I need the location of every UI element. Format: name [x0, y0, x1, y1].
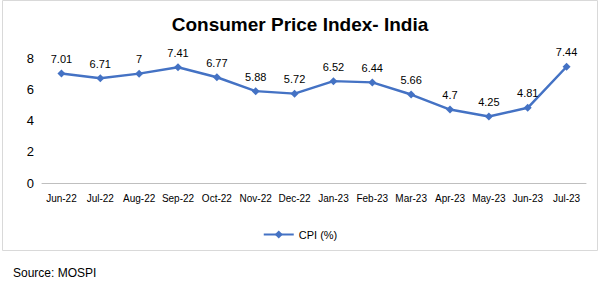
svg-text:Source: MOSPI: Source: MOSPI [13, 266, 96, 280]
svg-text:7.44: 7.44 [556, 46, 577, 58]
svg-text:6.77: 6.77 [206, 57, 227, 69]
svg-text:Dec-22: Dec-22 [278, 193, 311, 204]
svg-text:4: 4 [27, 113, 34, 128]
svg-text:May-23: May-23 [472, 193, 506, 204]
svg-text:Aug-22: Aug-22 [123, 193, 156, 204]
svg-text:Mar-23: Mar-23 [395, 193, 427, 204]
svg-text:7.01: 7.01 [51, 53, 72, 65]
svg-text:6.71: 6.71 [90, 58, 111, 70]
svg-text:8: 8 [27, 51, 34, 66]
svg-text:CPI (%): CPI (%) [299, 229, 338, 241]
svg-text:2: 2 [27, 144, 34, 159]
svg-text:4.7: 4.7 [442, 89, 457, 101]
svg-text:Jul-22: Jul-22 [87, 193, 115, 204]
svg-text:Consumer Price Index- India: Consumer Price Index- India [172, 14, 429, 35]
svg-text:6.52: 6.52 [323, 61, 344, 73]
svg-text:Jun-23: Jun-23 [512, 193, 543, 204]
svg-text:5.72: 5.72 [284, 73, 305, 85]
svg-text:4.81: 4.81 [517, 87, 538, 99]
svg-text:Jun-22: Jun-22 [46, 193, 77, 204]
svg-text:Jan-23: Jan-23 [318, 193, 349, 204]
svg-text:Oct-22: Oct-22 [202, 193, 232, 204]
svg-text:Apr-23: Apr-23 [435, 193, 465, 204]
svg-text:5.88: 5.88 [245, 71, 266, 83]
svg-text:Jul-23: Jul-23 [553, 193, 581, 204]
svg-text:7.41: 7.41 [167, 47, 188, 59]
svg-text:0: 0 [27, 176, 34, 191]
svg-text:Nov-22: Nov-22 [240, 193, 273, 204]
svg-text:4.25: 4.25 [478, 96, 499, 108]
svg-text:Feb-23: Feb-23 [356, 193, 388, 204]
svg-text:6: 6 [27, 82, 34, 97]
svg-text:Sep-22: Sep-22 [162, 193, 195, 204]
svg-text:5.66: 5.66 [400, 74, 421, 86]
svg-text:7: 7 [136, 53, 142, 65]
svg-text:6.44: 6.44 [362, 62, 383, 74]
